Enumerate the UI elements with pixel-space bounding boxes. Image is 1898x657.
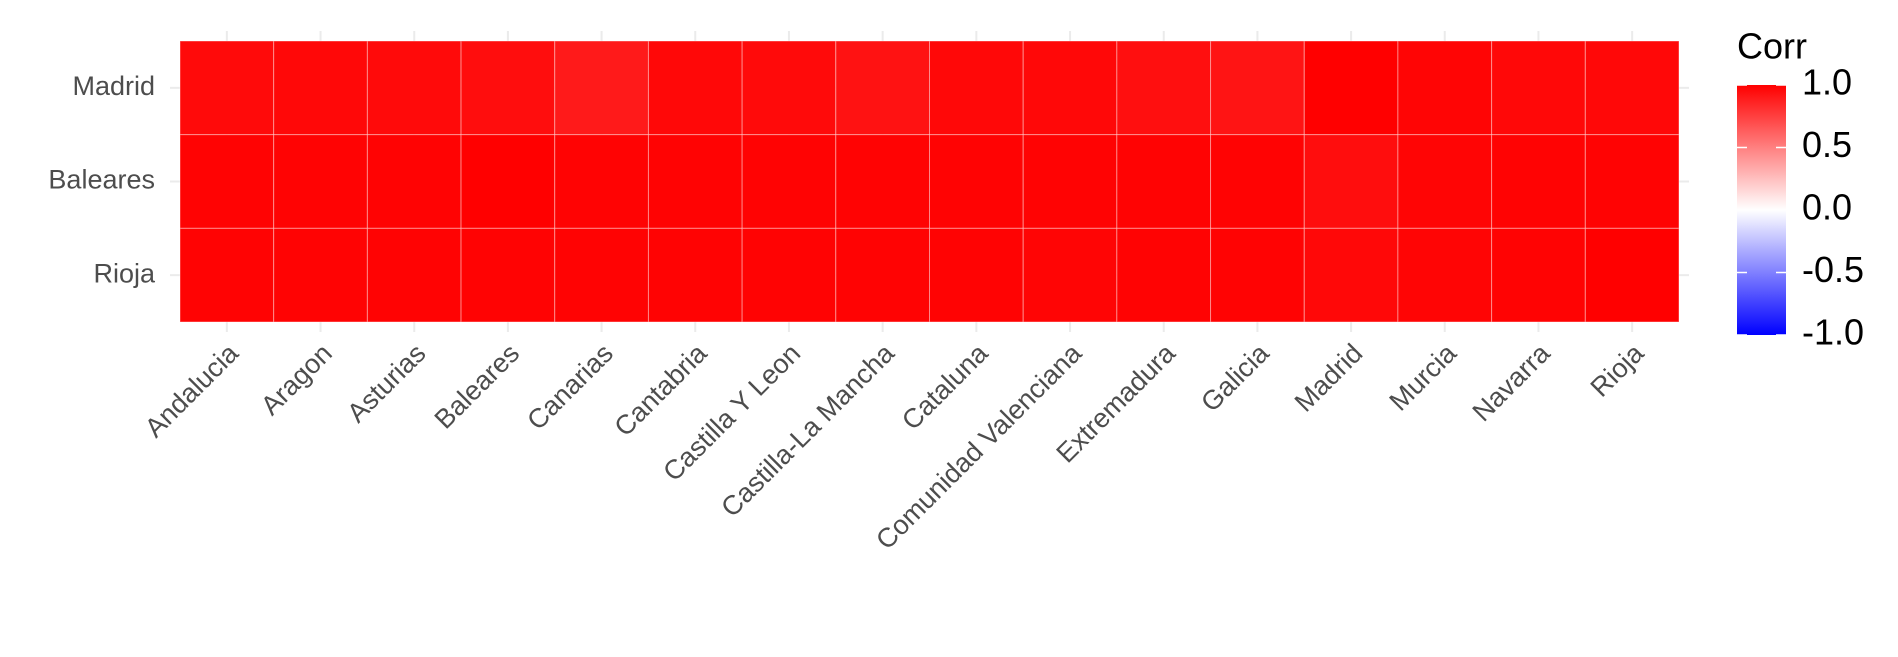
y-tick-label: Baleares xyxy=(48,165,155,195)
heat-cell xyxy=(1022,40,1118,136)
heat-cell xyxy=(1584,40,1680,136)
heat-cell xyxy=(273,40,368,136)
legend-tick-label: 0.0 xyxy=(1802,187,1852,228)
heat-cell xyxy=(929,40,1024,136)
heat-cell xyxy=(835,134,930,229)
heat-cell xyxy=(366,134,462,229)
heat-cell xyxy=(647,40,743,136)
x-tick-label: Asturias xyxy=(341,338,431,428)
heat-cell xyxy=(1491,227,1586,323)
heat-cell xyxy=(273,134,368,229)
x-tick-label: Baleares xyxy=(429,338,526,435)
heat-cell xyxy=(1491,40,1586,136)
heat-cell xyxy=(929,227,1024,323)
heat-cell xyxy=(835,40,930,136)
heat-cell xyxy=(460,40,556,136)
x-tick-label: Canarias xyxy=(521,338,619,436)
heat-cell xyxy=(835,227,930,323)
y-tick-label: Madrid xyxy=(72,71,155,101)
x-tick-label: Castilla-La Mancha xyxy=(715,337,900,522)
heat-cell xyxy=(1303,40,1399,136)
heat-cell xyxy=(1303,134,1399,229)
x-tick-label: Andalucia xyxy=(139,337,245,443)
heat-cell xyxy=(1397,134,1493,229)
heat-cell xyxy=(1022,134,1118,229)
heat-cell xyxy=(647,134,743,229)
heat-cell xyxy=(1116,40,1212,136)
x-tick-label: Rioja xyxy=(1585,337,1650,402)
heat-cell xyxy=(1303,227,1399,323)
heat-cell xyxy=(1584,227,1680,323)
x-tick-label: Aragon xyxy=(255,338,338,421)
heat-cell xyxy=(1397,227,1493,323)
heat-cell xyxy=(179,227,275,323)
heat-cell xyxy=(273,227,368,323)
x-tick-label: Navarra xyxy=(1467,337,1557,427)
heat-cell xyxy=(929,134,1024,229)
heat-cell xyxy=(1116,134,1212,229)
heat-cell xyxy=(460,134,556,229)
heat-cell xyxy=(179,134,275,229)
heat-cell xyxy=(366,227,462,323)
heat-cell xyxy=(460,227,556,323)
heat-cell xyxy=(647,227,743,323)
heat-cell xyxy=(1491,134,1586,229)
heat-cell xyxy=(741,134,837,229)
x-tick-label: Madrid xyxy=(1289,338,1369,418)
heat-cell xyxy=(1210,134,1305,229)
heat-cell xyxy=(1116,227,1212,323)
heat-cell xyxy=(1397,40,1493,136)
legend-tick-label: 1.0 xyxy=(1802,62,1852,103)
heat-cell xyxy=(554,227,649,323)
heat-cell xyxy=(1584,134,1680,229)
heat-cell xyxy=(366,40,462,136)
x-tick-label: Cataluna xyxy=(896,337,994,435)
heat-cell xyxy=(741,227,837,323)
heat-cell xyxy=(741,40,837,136)
legend-tick-label: -0.5 xyxy=(1802,249,1864,290)
legend-tick-label: -1.0 xyxy=(1802,312,1864,353)
heat-cell xyxy=(1210,40,1305,136)
heat-cell xyxy=(1210,227,1305,323)
y-tick-label: Rioja xyxy=(93,258,156,288)
heat-cell xyxy=(554,40,649,136)
x-tick-label: Galicia xyxy=(1195,337,1275,417)
legend-tick-label: 0.5 xyxy=(1802,124,1852,165)
legend-title: Corr xyxy=(1737,26,1807,67)
heat-cell xyxy=(554,134,649,229)
heat-cell xyxy=(179,40,275,136)
x-tick-label: Murcia xyxy=(1384,337,1463,416)
heat-cell xyxy=(1022,227,1118,323)
